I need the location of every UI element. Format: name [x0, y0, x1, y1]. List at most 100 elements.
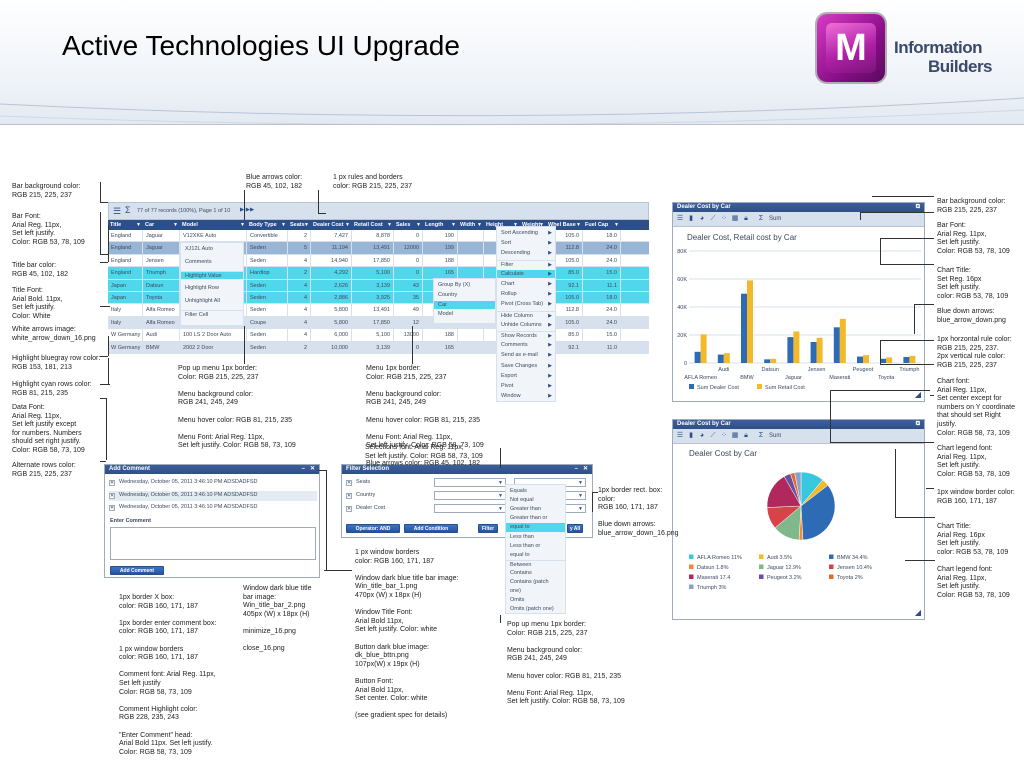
table-cell[interactable]: 35	[394, 292, 423, 305]
bar[interactable]	[816, 337, 823, 363]
table-cell[interactable]	[180, 254, 247, 268]
white-arrow-down-icon[interactable]: ▼	[451, 222, 456, 228]
lock-icon[interactable]: 🔒︎	[744, 432, 748, 439]
menu-item[interactable]: Equals	[506, 487, 565, 495]
column-header[interactable]: Dealer Cost ▼	[311, 220, 352, 230]
table-cell[interactable]: Alfa Romeo	[143, 316, 180, 330]
table-cell[interactable]: 5,100	[352, 329, 394, 342]
table-cell[interactable]: 105.0	[546, 230, 583, 243]
column-header[interactable]: Body Type ▼	[247, 220, 288, 230]
table-row[interactable]: England Jaguar V12XKE Auto Convertible 2 7,42…	[108, 230, 649, 243]
bar[interactable]	[717, 354, 724, 363]
table-cell[interactable]: 24.0	[583, 316, 621, 330]
table-cell[interactable]: 14,940	[311, 254, 352, 268]
enter-comment-box[interactable]	[110, 527, 316, 560]
column-header[interactable]: Width ▼	[458, 220, 484, 230]
popout-icon[interactable]: ⧉	[915, 421, 920, 427]
pie-slice[interactable]	[794, 471, 802, 507]
column-header[interactable]: Retail Cost ▼	[352, 220, 394, 230]
white-arrow-down-icon[interactable]: ▼	[345, 222, 350, 228]
table-cell[interactable]: Seden	[247, 341, 288, 354]
table-cell[interactable]: Jaguar	[143, 242, 180, 255]
table-cell[interactable]: Japan	[108, 292, 143, 305]
menu-item[interactable]: Comments ▶	[497, 341, 555, 349]
table-cell[interactable]: 92.1	[546, 279, 583, 292]
menu-item[interactable]: Less than or	[506, 542, 565, 550]
table-cell[interactable]	[180, 279, 247, 292]
column-header[interactable]: Seats ▼	[288, 220, 311, 230]
table-cell[interactable]: Jaguar	[143, 230, 180, 243]
menu-item[interactable]: Sort Ascending ▶	[497, 229, 555, 237]
white-arrow-down-icon[interactable]: ▼	[387, 222, 392, 228]
table-cell[interactable]: Seden	[247, 279, 288, 292]
white-arrow-down-icon[interactable]: ▼	[416, 222, 421, 228]
minimize-icon[interactable]: –	[574, 466, 578, 472]
bar[interactable]	[694, 351, 701, 363]
scatter-chart-icon[interactable]: ⁘	[721, 215, 727, 222]
table-cell[interactable]: England	[108, 267, 143, 280]
bar[interactable]	[747, 280, 753, 363]
column-header[interactable]: Height ▼	[484, 220, 520, 230]
white-arrow-down-icon[interactable]: ▼	[614, 222, 619, 228]
condition-select[interactable]: ▼	[434, 491, 506, 500]
table-cell[interactable]: 3,139	[352, 279, 394, 292]
table-cell[interactable]: 105.0	[546, 316, 583, 330]
table-cell[interactable]: 10,000	[311, 341, 352, 354]
table-cell[interactable]: 112.8	[546, 242, 583, 255]
comment-row[interactable]: ✕ Wednesday, October 05, 2011 3:46:10 PM …	[109, 503, 317, 513]
column-header[interactable]: Fuel Cap ▼	[583, 220, 621, 230]
bar[interactable]	[839, 318, 846, 363]
menu-item[interactable]: Contains	[506, 569, 565, 577]
table-cell[interactable]: 2	[288, 230, 311, 243]
menu-item[interactable]: Group By (X)	[434, 281, 495, 289]
table-cell[interactable]: 4	[288, 329, 311, 342]
menu-item[interactable]: equal to	[506, 523, 565, 532]
table-cell[interactable]: Jensen	[143, 254, 180, 268]
close-icon[interactable]: ✕	[346, 480, 352, 486]
table-cell[interactable]: 0	[394, 341, 423, 354]
sum-icon[interactable]: Σ	[125, 205, 131, 215]
bar[interactable]	[810, 342, 817, 363]
table-cell[interactable]: 2002 2 Door	[180, 341, 247, 354]
table-cell[interactable]: 105.0	[546, 292, 583, 305]
table-cell[interactable]: 190	[423, 230, 458, 243]
table-cell[interactable]: Coupe	[247, 316, 288, 330]
bar[interactable]	[700, 334, 707, 363]
bar[interactable]	[764, 359, 771, 363]
close-icon[interactable]: ✕	[309, 466, 315, 472]
table-cell[interactable]: Seden	[247, 292, 288, 305]
menu-item[interactable]: one)	[506, 587, 565, 595]
menu-item[interactable]: Unhide Columns ▶	[497, 321, 555, 329]
table-cell[interactable]: 188	[423, 329, 458, 342]
table-cell[interactable]: W Germany	[108, 341, 143, 354]
table-cell[interactable]: 8,878	[352, 230, 394, 243]
table-row[interactable]: W Germany BMW 2002 2 Door Seden 2 10,000 3,139…	[108, 341, 649, 354]
table-cell[interactable]	[180, 292, 247, 305]
table-cell[interactable]: 11,194	[311, 242, 352, 255]
menu-item[interactable]: Highlight Value	[181, 271, 243, 280]
bar[interactable]	[833, 327, 840, 363]
bar[interactable]	[787, 337, 794, 363]
menu-item[interactable]: XJ12L Auto	[181, 245, 243, 253]
table-cell[interactable]	[458, 230, 484, 243]
menu-item[interactable]: Greater than	[506, 505, 565, 513]
column-header[interactable]: Title ▼	[108, 220, 143, 230]
menu-item[interactable]: Car	[434, 300, 495, 309]
bar[interactable]	[857, 356, 863, 363]
bar[interactable]	[863, 355, 869, 363]
comment-row[interactable]: ✕ Wednesday, October 05, 2011 3:46:10 PM …	[109, 478, 317, 488]
menu-item[interactable]: Send as e-mail ▶	[497, 351, 555, 359]
add-comment-button[interactable]: Add Comment	[110, 566, 164, 575]
bar[interactable]	[793, 331, 800, 364]
white-arrow-down-icon[interactable]: ▼	[281, 222, 286, 228]
table-cell[interactable]: V12XKE Auto	[180, 230, 247, 243]
operator-and-button[interactable]: Operator: AND	[346, 524, 400, 533]
table-cell[interactable]: BMW	[143, 341, 180, 354]
bar[interactable]	[880, 358, 887, 363]
menu-item[interactable]: equal to	[506, 551, 565, 559]
resize-grip-icon[interactable]: ◢	[914, 390, 921, 399]
table-cell[interactable]: 4	[288, 304, 311, 317]
table-cell[interactable]: Convertible	[247, 230, 288, 243]
menu-item[interactable]: Hide Column ▶	[497, 310, 555, 319]
pie-chart-icon[interactable]: ◕	[699, 215, 705, 222]
